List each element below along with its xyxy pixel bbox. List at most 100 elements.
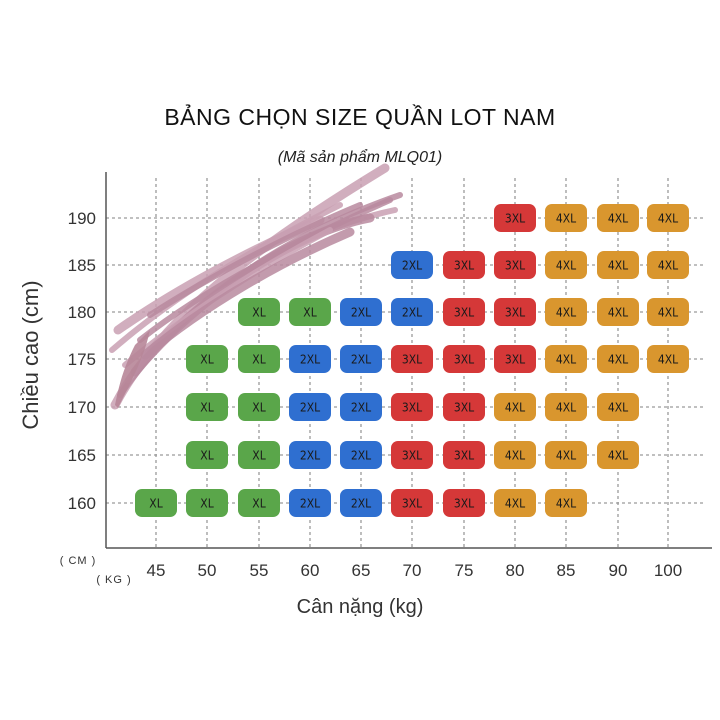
size-cell-label: 4XL xyxy=(658,212,678,226)
size-cell: 3XL xyxy=(443,489,485,517)
size-cell: 2XL xyxy=(340,393,382,421)
size-cell-label: 4XL xyxy=(556,497,576,511)
size-cell-label: 3XL xyxy=(505,259,525,273)
size-cell-label: 2XL xyxy=(402,306,422,320)
size-cell-label: 4XL xyxy=(556,401,576,415)
size-cell-box xyxy=(545,298,587,326)
size-cell-label: 4XL xyxy=(556,259,576,273)
x-tick-label: 55 xyxy=(250,561,269,580)
size-cell-box xyxy=(545,345,587,373)
size-cell: 2XL xyxy=(289,489,331,517)
size-cell-label: 4XL xyxy=(608,212,628,226)
size-cell-label: 3XL xyxy=(454,497,474,511)
size-cell: 4XL xyxy=(545,204,587,232)
size-cell-box xyxy=(289,345,331,373)
size-cell-label: 3XL xyxy=(454,449,474,463)
size-cell: XL xyxy=(238,489,280,517)
size-cell-label: 3XL xyxy=(402,497,422,511)
x-tick-label: 50 xyxy=(198,561,217,580)
y-axis-title: Chiều cao (cm) xyxy=(18,280,43,429)
size-cell: 2XL xyxy=(289,345,331,373)
size-cell-box xyxy=(597,204,639,232)
size-cell-box xyxy=(289,441,331,469)
size-cell-box xyxy=(340,298,382,326)
size-cell-box xyxy=(597,345,639,373)
size-cell-box xyxy=(238,393,280,421)
size-cell: 2XL xyxy=(340,345,382,373)
size-cell-label: 3XL xyxy=(454,353,474,367)
axis-labels: 190 185 180 175 170 165 160 45 50 55 60 65 70 75 80 85 9… xyxy=(18,209,682,618)
size-cell-box xyxy=(494,298,536,326)
size-cell: 4XL xyxy=(494,441,536,469)
size-cell-box xyxy=(647,298,689,326)
size-cell: 4XL xyxy=(597,441,639,469)
size-cell-box xyxy=(391,441,433,469)
size-cell: XL xyxy=(238,393,280,421)
size-cell-label: 4XL xyxy=(658,259,678,273)
size-cell-label: 2XL xyxy=(300,449,320,463)
size-cell: XL xyxy=(238,345,280,373)
size-cell-label: XL xyxy=(252,353,265,367)
x-axis-title: Cân nặng (kg) xyxy=(297,596,424,618)
size-cell-box xyxy=(545,441,587,469)
size-cell-box xyxy=(289,489,331,517)
size-cell-label: 4XL xyxy=(556,353,576,367)
size-cell-box xyxy=(494,489,536,517)
size-cell: 2XL xyxy=(340,489,382,517)
size-cell-box xyxy=(443,298,485,326)
chart-title: BẢNG CHỌN SIZE QUẦN LOT NAM xyxy=(164,104,556,130)
size-cell: 4XL xyxy=(647,298,689,326)
size-cell-box xyxy=(647,251,689,279)
size-cell-box xyxy=(597,298,639,326)
size-cell: XL xyxy=(289,298,331,326)
x-tick-label: 65 xyxy=(352,561,371,580)
y-tick-label: 165 xyxy=(68,446,96,465)
size-cell: XL xyxy=(238,441,280,469)
fabric-strand xyxy=(122,227,333,368)
size-cell: 4XL xyxy=(545,441,587,469)
size-cell-label: XL xyxy=(200,353,213,367)
size-cell-label: XL xyxy=(252,449,265,463)
size-cell: 3XL xyxy=(391,489,433,517)
y-tick-label: 170 xyxy=(68,398,96,417)
size-cell: 4XL xyxy=(597,345,639,373)
size-cell: 3XL xyxy=(494,204,536,232)
size-cell: XL xyxy=(186,345,228,373)
size-cell-label: 2XL xyxy=(351,353,371,367)
y-tick-label: 175 xyxy=(68,350,96,369)
size-cell-label: 3XL xyxy=(505,306,525,320)
size-cell: 2XL xyxy=(391,251,433,279)
size-cell-label: 4XL xyxy=(556,306,576,320)
size-cell-label: 2XL xyxy=(300,401,320,415)
size-cell-box xyxy=(494,441,536,469)
size-cell-box xyxy=(597,393,639,421)
size-cell: XL xyxy=(186,489,228,517)
size-cell: 3XL xyxy=(443,298,485,326)
size-cell-box xyxy=(443,489,485,517)
size-cell-label: XL xyxy=(200,449,213,463)
fabric-strand xyxy=(113,215,325,335)
size-cell: 3XL xyxy=(391,393,433,421)
size-cell-label: 4XL xyxy=(608,449,628,463)
size-cell-box xyxy=(289,298,331,326)
fabric-swatch-image xyxy=(109,163,403,410)
size-cell-box xyxy=(186,393,228,421)
size-cell-box xyxy=(545,251,587,279)
size-cell-box xyxy=(186,489,228,517)
x-tick-label: 85 xyxy=(557,561,576,580)
size-cell-label: XL xyxy=(200,401,213,415)
size-cell: 2XL xyxy=(289,393,331,421)
size-cell: 3XL xyxy=(443,345,485,373)
size-cell: XL xyxy=(135,489,177,517)
size-cell-box xyxy=(391,298,433,326)
size-cell-box xyxy=(494,204,536,232)
size-cell: XL xyxy=(186,441,228,469)
size-cell-label: XL xyxy=(200,497,213,511)
size-cell-label: 4XL xyxy=(658,353,678,367)
size-cell-label: 2XL xyxy=(351,449,371,463)
x-tick-label: 75 xyxy=(455,561,474,580)
axes xyxy=(105,172,712,549)
size-cell: 4XL xyxy=(545,345,587,373)
size-cell-box xyxy=(186,441,228,469)
